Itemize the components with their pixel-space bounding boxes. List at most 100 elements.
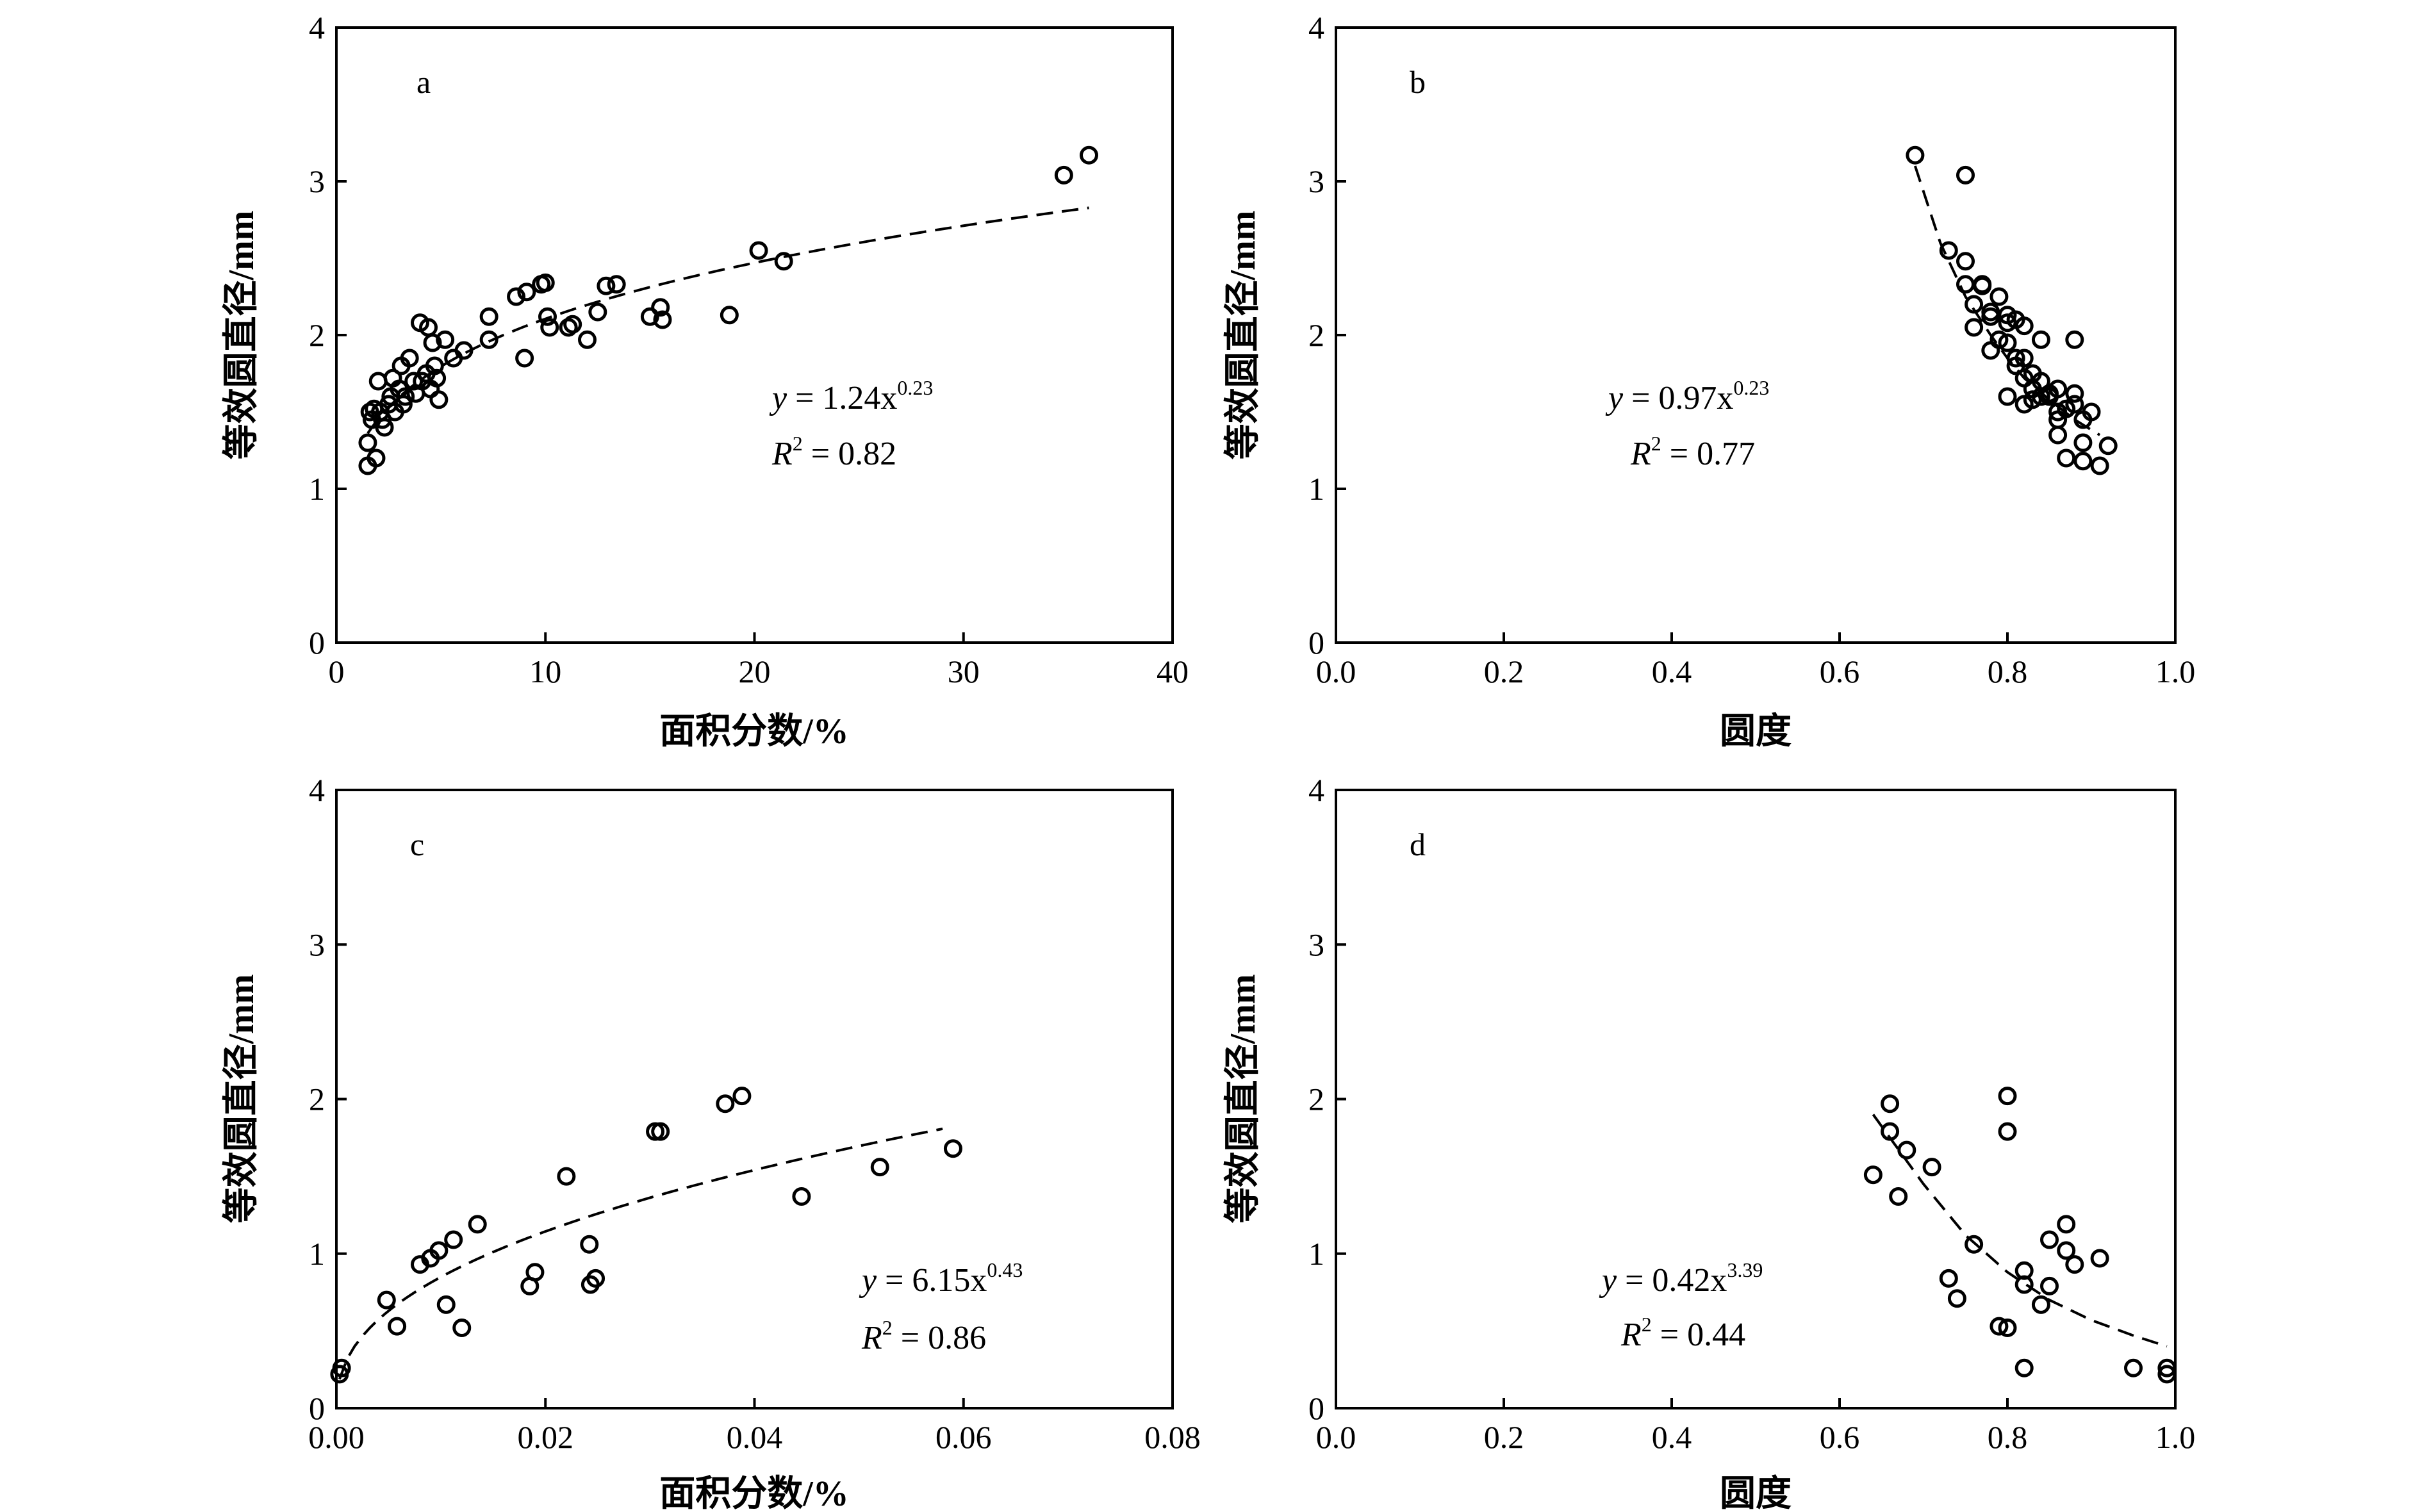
data-point-a [423, 333, 442, 352]
x-tick-label-c: 0.08 [1144, 1419, 1201, 1455]
data-point-c [792, 1187, 811, 1206]
data-point-a [425, 356, 444, 375]
data-point-c [586, 1269, 606, 1288]
plot-frame-a [335, 26, 1174, 644]
data-point-d [1881, 1122, 1900, 1141]
y-tick-label-c: 3 [309, 926, 325, 962]
data-point-d [1897, 1140, 1916, 1160]
data-point-d [2040, 1230, 2059, 1249]
data-point-a [1080, 145, 1098, 165]
data-point-c [377, 1290, 396, 1310]
y-tick-label-d: 4 [1308, 772, 1324, 808]
x-tick-label-d: 1.0 [2155, 1419, 2196, 1455]
data-point-c [557, 1167, 576, 1186]
data-point-d [2124, 1358, 2143, 1377]
data-point-a [536, 273, 555, 292]
data-point-b [1956, 275, 1975, 294]
equation-exponent: 0.43 [987, 1258, 1023, 1281]
tick-labels-a: 0 10 20 30 40 0 1 2 3 4 [309, 10, 1189, 689]
data-point-c [388, 1317, 407, 1336]
y-tick-label-d: 0 [1308, 1390, 1324, 1426]
data-point-a [454, 341, 474, 360]
data-point-a [563, 315, 582, 334]
y-tick-label-c: 2 [309, 1081, 325, 1117]
data-point-b [1956, 165, 1975, 185]
x-tick-label-b: 1.0 [2155, 653, 2196, 689]
data-point-b [2031, 330, 2050, 349]
fit-equation-b: y = 0.97x0.23 [1605, 376, 1769, 416]
data-point-d [2057, 1241, 2076, 1260]
data-point-b [1956, 252, 1975, 271]
x-tick-label-d: 0.4 [1652, 1419, 1692, 1455]
data-point-b [2057, 448, 2076, 468]
data-point-d [1990, 1317, 2009, 1336]
x-tick-label-d: 0.0 [1316, 1419, 1356, 1455]
data-point-b [2048, 402, 2068, 422]
y-axis-label-a: 等效圆直径/mm [222, 211, 261, 460]
x-tick-label-c: 0.00 [308, 1419, 365, 1455]
equation-rhs: = 0.97x [1623, 380, 1733, 416]
y-tick-label-b: 3 [1308, 163, 1324, 199]
data-point-a [368, 372, 388, 391]
fit-equation-d: y = 0.42x3.39 [1599, 1258, 1763, 1299]
y-tick-label-c: 0 [309, 1390, 325, 1426]
tick-labels-c: 0.00 0.02 0.04 0.06 0.08 0 1 2 3 4 [308, 772, 1201, 1455]
data-point-d [1998, 1087, 2017, 1106]
data-point-d [2157, 1365, 2177, 1384]
y-tick-label-a: 1 [309, 471, 325, 507]
data-point-b [2065, 384, 2084, 403]
data-point-a [517, 283, 536, 302]
y-tick-label-d: 1 [1308, 1236, 1324, 1272]
data-point-c [716, 1094, 735, 1113]
data-point-a [588, 302, 607, 322]
data-point-b [1939, 241, 1958, 260]
data-point-b [2073, 433, 2093, 452]
equation-lhs: y [1599, 1262, 1617, 1299]
y-tick-label-b: 4 [1308, 10, 1324, 45]
data-point-b [2048, 425, 2068, 445]
equation-lhs: y [859, 1262, 877, 1299]
fit-curve-c-group [338, 1127, 943, 1380]
data-point-c [468, 1215, 487, 1234]
x-axis-label-a: 面积分数/% [659, 712, 849, 752]
y-tick-label-d: 3 [1308, 926, 1324, 962]
data-point-a [653, 310, 672, 329]
data-point-d [1965, 1235, 1984, 1254]
tick-marks-d [1335, 789, 2177, 1409]
data-point-c [444, 1230, 463, 1249]
data-points-a [358, 145, 1098, 475]
x-axis-label-c: 面积分数/% [659, 1474, 849, 1512]
y-tick-label-b: 1 [1308, 471, 1324, 507]
equation-rhs: = 0.42x [1617, 1262, 1727, 1299]
data-point-a [358, 433, 377, 452]
r2-lhs: R [771, 436, 793, 472]
tick-marks-a [335, 26, 1174, 644]
y-tick-label-c: 4 [309, 772, 325, 808]
data-point-c [732, 1087, 752, 1106]
data-point-c [452, 1319, 472, 1338]
data-points-c [330, 1087, 962, 1384]
data-point-b [2023, 364, 2042, 383]
data-point-c [436, 1295, 456, 1314]
x-tick-label-a: 10 [529, 653, 561, 689]
equation-exponent: 0.23 [897, 376, 933, 399]
data-point-d [2031, 1295, 2050, 1314]
x-tick-label-a: 20 [739, 653, 771, 689]
data-point-d [2065, 1255, 2084, 1274]
data-point-d [1939, 1269, 1958, 1288]
data-point-a [1054, 165, 1073, 185]
r2-sup: 2 [882, 1316, 893, 1339]
data-point-b [2073, 452, 2093, 471]
plot-frame-b [1335, 26, 2177, 644]
data-point-d [2014, 1275, 2034, 1294]
x-tick-label-d: 0.6 [1820, 1419, 1860, 1455]
data-point-d [1947, 1289, 1966, 1308]
equation-lhs: y [1605, 380, 1624, 416]
data-point-b [1998, 313, 2017, 333]
x-tick-label-a: 30 [948, 653, 980, 689]
data-point-a [400, 349, 419, 368]
data-point-b [1973, 275, 1992, 294]
data-point-b [2098, 436, 2118, 456]
